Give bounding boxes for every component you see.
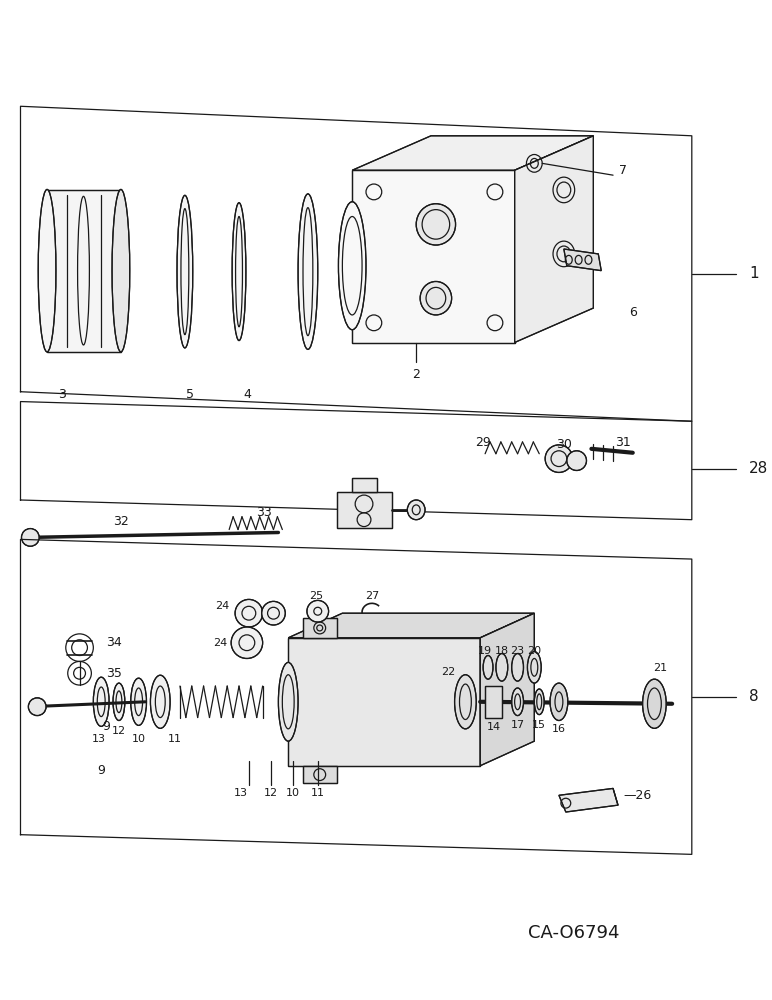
Text: 28: 28 bbox=[749, 461, 768, 476]
Polygon shape bbox=[564, 249, 601, 271]
Polygon shape bbox=[559, 788, 618, 812]
Text: 7: 7 bbox=[619, 164, 627, 177]
Ellipse shape bbox=[420, 281, 452, 315]
Ellipse shape bbox=[177, 195, 193, 348]
Text: 15: 15 bbox=[532, 720, 547, 730]
Text: 10: 10 bbox=[286, 788, 300, 798]
Ellipse shape bbox=[113, 683, 125, 720]
Text: 13: 13 bbox=[234, 788, 248, 798]
Text: 27: 27 bbox=[365, 591, 379, 601]
Text: 11: 11 bbox=[168, 734, 182, 744]
Text: 32: 32 bbox=[113, 515, 129, 528]
Text: 11: 11 bbox=[311, 788, 325, 798]
Text: 35: 35 bbox=[106, 667, 122, 680]
Text: 10: 10 bbox=[131, 734, 146, 744]
Ellipse shape bbox=[93, 677, 109, 726]
Text: 21: 21 bbox=[653, 663, 667, 673]
Text: CA-O6794: CA-O6794 bbox=[528, 924, 619, 942]
Text: 17: 17 bbox=[510, 720, 525, 730]
Ellipse shape bbox=[527, 652, 541, 683]
Text: 24: 24 bbox=[215, 601, 229, 611]
Polygon shape bbox=[352, 170, 515, 343]
Text: 12: 12 bbox=[263, 788, 278, 798]
Polygon shape bbox=[352, 136, 594, 170]
Text: 16: 16 bbox=[552, 724, 566, 734]
Ellipse shape bbox=[38, 189, 56, 352]
Circle shape bbox=[235, 599, 262, 627]
Ellipse shape bbox=[642, 679, 666, 728]
Ellipse shape bbox=[408, 500, 425, 520]
Text: 13: 13 bbox=[92, 734, 107, 744]
Text: 6: 6 bbox=[629, 306, 637, 319]
Text: 23: 23 bbox=[510, 646, 525, 656]
Polygon shape bbox=[480, 613, 534, 766]
Polygon shape bbox=[515, 136, 594, 343]
Circle shape bbox=[545, 445, 573, 472]
Polygon shape bbox=[352, 478, 377, 492]
Ellipse shape bbox=[455, 675, 476, 729]
Text: 12: 12 bbox=[112, 726, 126, 736]
Text: 8: 8 bbox=[749, 689, 759, 704]
Text: 24: 24 bbox=[213, 638, 227, 648]
Circle shape bbox=[567, 451, 587, 470]
Text: 22: 22 bbox=[442, 667, 455, 677]
Ellipse shape bbox=[338, 202, 366, 330]
Text: 5: 5 bbox=[186, 388, 194, 401]
Text: 34: 34 bbox=[106, 636, 122, 649]
Text: 2: 2 bbox=[412, 368, 420, 381]
Ellipse shape bbox=[279, 662, 298, 741]
Ellipse shape bbox=[298, 194, 318, 349]
Ellipse shape bbox=[512, 654, 523, 681]
Ellipse shape bbox=[130, 678, 147, 725]
Polygon shape bbox=[337, 492, 391, 528]
Circle shape bbox=[231, 627, 262, 658]
Text: 20: 20 bbox=[527, 646, 541, 656]
Ellipse shape bbox=[496, 654, 508, 681]
Circle shape bbox=[22, 529, 39, 546]
Ellipse shape bbox=[483, 656, 493, 679]
Ellipse shape bbox=[112, 189, 130, 352]
Polygon shape bbox=[288, 613, 534, 638]
Ellipse shape bbox=[512, 688, 523, 716]
Text: 1: 1 bbox=[749, 266, 759, 281]
Text: 3: 3 bbox=[58, 388, 66, 401]
Polygon shape bbox=[303, 618, 337, 638]
Ellipse shape bbox=[550, 683, 567, 720]
Polygon shape bbox=[303, 766, 337, 783]
Circle shape bbox=[307, 600, 329, 622]
Text: 31: 31 bbox=[615, 436, 631, 449]
Text: 18: 18 bbox=[495, 646, 509, 656]
Text: 30: 30 bbox=[556, 438, 572, 451]
Text: 29: 29 bbox=[476, 436, 491, 449]
Polygon shape bbox=[47, 190, 121, 352]
Text: 4: 4 bbox=[243, 388, 251, 401]
Text: 33: 33 bbox=[256, 506, 272, 519]
Text: 9: 9 bbox=[97, 764, 105, 777]
Text: —26: —26 bbox=[623, 789, 651, 802]
Ellipse shape bbox=[151, 675, 170, 728]
Polygon shape bbox=[288, 638, 480, 766]
Circle shape bbox=[262, 601, 286, 625]
Text: 19: 19 bbox=[478, 646, 493, 656]
Text: 25: 25 bbox=[309, 591, 323, 601]
Ellipse shape bbox=[232, 203, 246, 341]
Ellipse shape bbox=[416, 204, 455, 245]
Text: 14: 14 bbox=[487, 722, 501, 732]
Circle shape bbox=[29, 698, 46, 716]
Polygon shape bbox=[485, 686, 502, 718]
Ellipse shape bbox=[534, 689, 544, 715]
Text: 9: 9 bbox=[102, 720, 110, 733]
